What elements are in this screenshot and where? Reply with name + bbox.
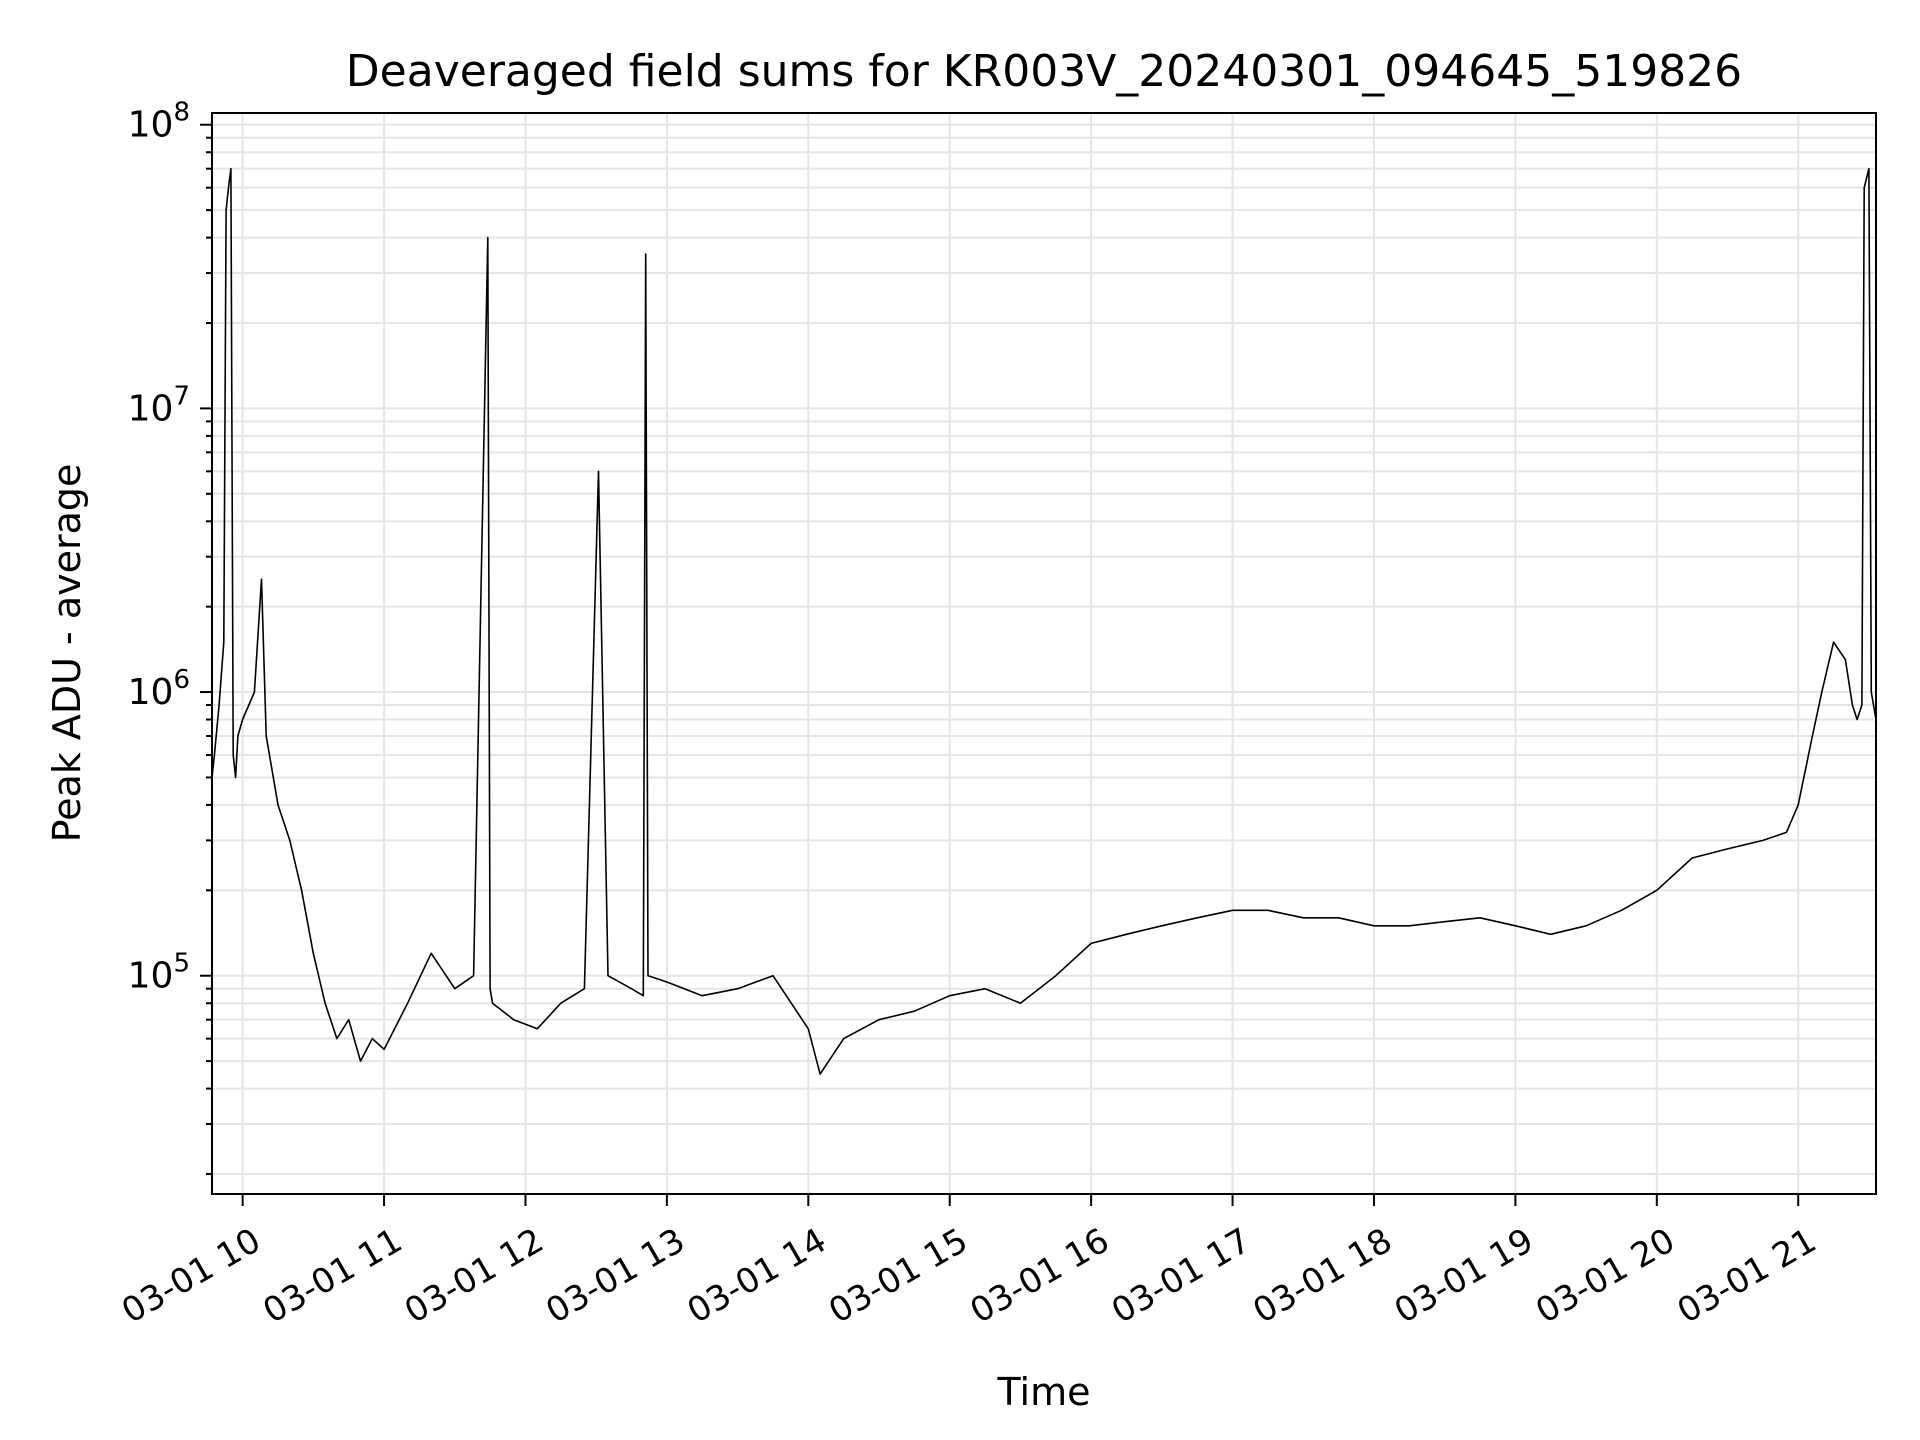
chart-title: Deaveraged field sums for KR003V_2024030… [346,46,1742,97]
y-tick-label: 108 [128,98,190,146]
y-axis-label: Peak ADU - average [45,464,89,843]
y-tick-label: 105 [128,949,190,997]
x-axis-label: Time [997,1370,1091,1414]
y-tick-label: 107 [128,381,190,429]
plot-area [211,167,1877,1075]
data-series-line [211,167,1877,1075]
grid [212,113,1876,1194]
axes-frame [211,112,1877,1195]
y-tick-label: 106 [128,665,190,713]
